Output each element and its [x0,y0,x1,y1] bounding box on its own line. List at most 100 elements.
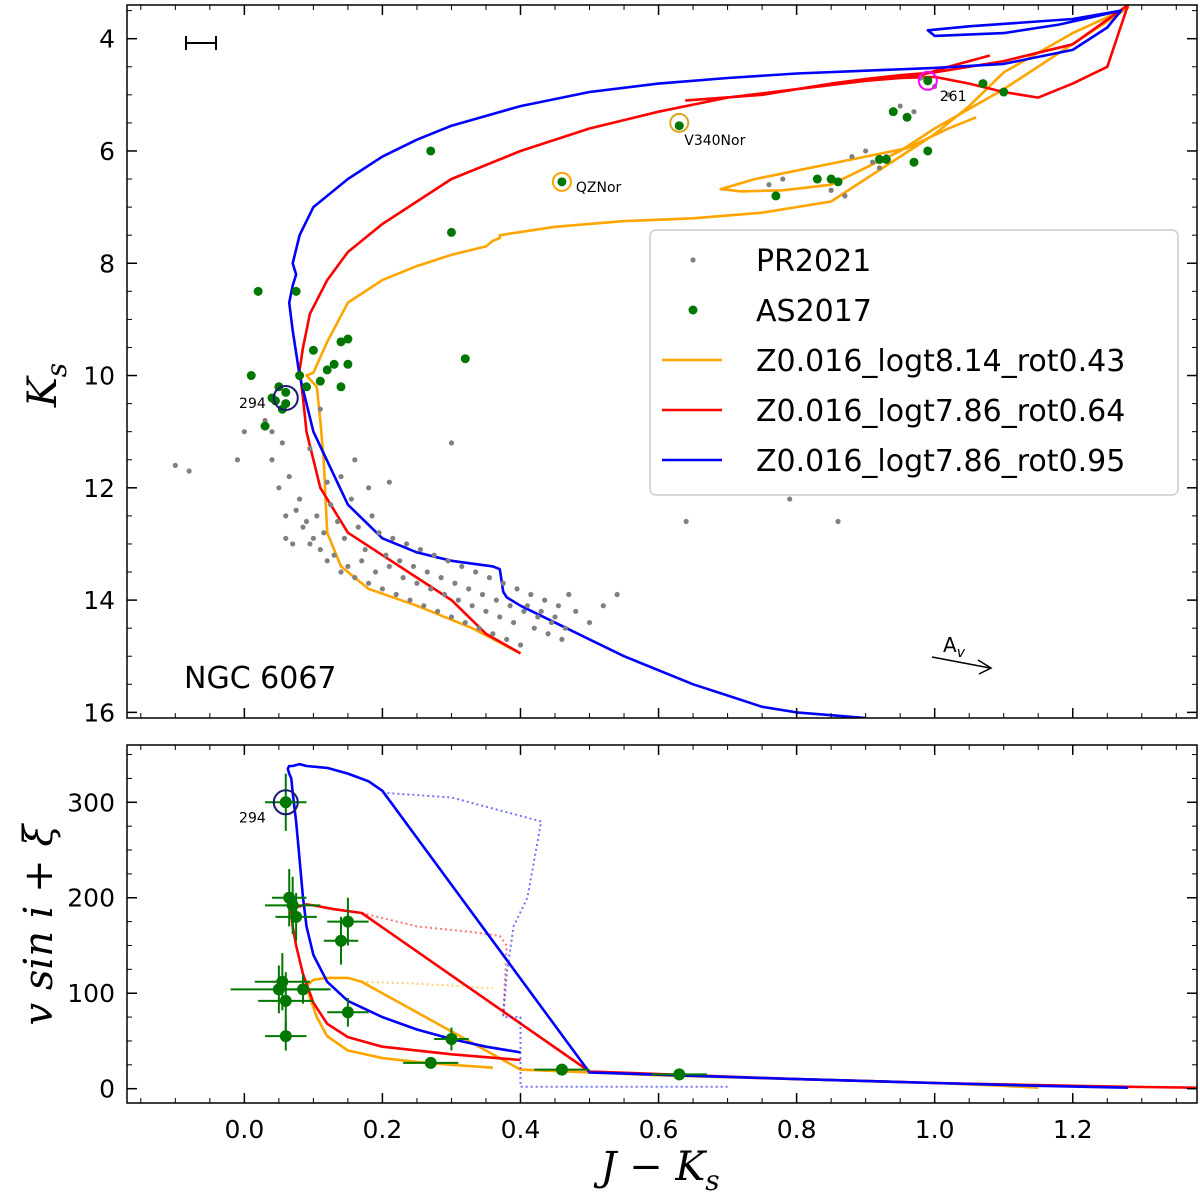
pr2021-point [945,92,952,98]
pr2021-point [324,558,330,564]
as2017-point [978,79,988,89]
pr2021-point [303,518,310,525]
y-tick-label: 10 [83,362,115,391]
pr2021-point [911,109,917,115]
pr2021-point [573,608,579,614]
highlight-circle-294 [272,789,299,816]
legend-label: PR2021 [756,244,871,279]
as2017-point [999,87,1009,97]
pr2021-point [283,535,289,541]
annotation-label-261: 261 [940,89,967,105]
as2017-point [290,910,303,923]
pr2021-point [469,603,475,609]
as2017-point [336,382,346,392]
pr2021-point [424,569,430,575]
legend-label: Z0.016_logt7.86_rot0.64 [756,394,1125,429]
y-tick-label: 6 [99,137,115,166]
pr2021-point [307,445,313,452]
pr2021-point [876,165,883,171]
pr2021-point [286,473,292,480]
pr2021-point [276,485,282,491]
pr2021-point [324,479,330,485]
pr2021-point [555,603,562,609]
pr2021-point [459,563,465,570]
pr2021-point [369,513,375,519]
pr2021-point [307,541,313,547]
isochrone-z0-016-logt7-86-rot0-95 [287,9,1123,718]
as2017-point [308,345,318,355]
pr2021-point [486,575,493,581]
y-tick-label: 4 [99,25,115,54]
bottom-ticks: 0.0 0.2 0.4 0.6 0.8 1.0 1.2 0 100 200 300 [67,745,1197,1144]
pr2021-point [521,608,527,614]
pr2021-point [476,625,482,631]
pr2021-point [352,575,358,581]
pr2021-point [414,580,420,586]
as2017-point [301,382,311,392]
as2017-point [279,994,292,1007]
pr2021-point [296,496,303,502]
pr2021-point [473,569,479,575]
x-axis-title: J − Ks [593,1144,719,1197]
x-tick-label: 0.2 [363,1115,403,1144]
pr2021-point [293,507,299,513]
pr2021-point [535,614,541,620]
pr2021-point [262,417,268,424]
as2017-point [253,286,263,296]
as2017-point [812,174,822,184]
x-tick-label: 0.8 [777,1115,817,1144]
pr2021-point [300,524,306,530]
bottom-panel: 294 0.0 0.2 0.4 0.6 0.8 1.0 1.2 0 100 200 300 [67,744,1198,1144]
as2017-point [826,174,836,184]
as2017-point [771,191,781,201]
pr2021-point [869,159,876,165]
pr2021-point [448,440,455,446]
isochrone-z0-016-logt7-86-rot0-95-dotted- [382,791,728,1088]
pr2021-point [455,597,461,603]
pr2021-point [552,614,558,620]
as2017-point [322,365,332,375]
pr2021-point [355,524,361,530]
as2017-point [881,154,891,164]
top-ticks: 4 6 8 10 12 14 16 [83,5,1197,727]
x-tick-label: 0.0 [224,1115,264,1144]
pr2021-point [787,496,793,502]
x-tick-label: 1.2 [1053,1115,1093,1144]
pr2021-point [317,406,323,412]
pr2021-point [507,603,513,609]
pr2021-point [172,462,178,468]
pr2021-point [241,429,247,435]
pr2021-point [490,631,496,637]
pr2021-point [897,103,903,109]
pr2021-point [466,586,472,592]
as2017-point [329,359,339,369]
pr2021-point [566,591,572,598]
pr2021-point [517,642,524,648]
pr2021-point [445,558,451,564]
as2017-point [673,1068,686,1081]
y-tick-label: 8 [99,249,115,278]
as2017-point [555,1063,568,1076]
pr2021-point [510,619,517,626]
pr2021-point [328,502,334,508]
legend-marker [690,257,696,263]
as2017-point [341,915,354,928]
pr2021-point [849,153,855,160]
pr2021-point [317,546,323,553]
pr2021-point [441,591,448,598]
bottom-y-axis-title: v sin i + ξ [16,823,62,1026]
as2017-point [336,337,346,347]
pr2021-point [338,473,344,480]
as2017-point [260,421,270,431]
x-tick-label: 1.0 [915,1115,955,1144]
pr2021-point [269,457,275,463]
x-tick-label: 0.4 [501,1115,541,1144]
as2017-point [341,1006,354,1019]
annotation-label-294: 294 [239,396,266,412]
isochrone-z0-016-logt7-86-rot0-95 [286,762,1129,1089]
pr2021-point [514,586,520,592]
y-tick-label: 0 [99,1075,115,1104]
pr2021-point [483,608,489,614]
pr2021-point [410,563,417,570]
